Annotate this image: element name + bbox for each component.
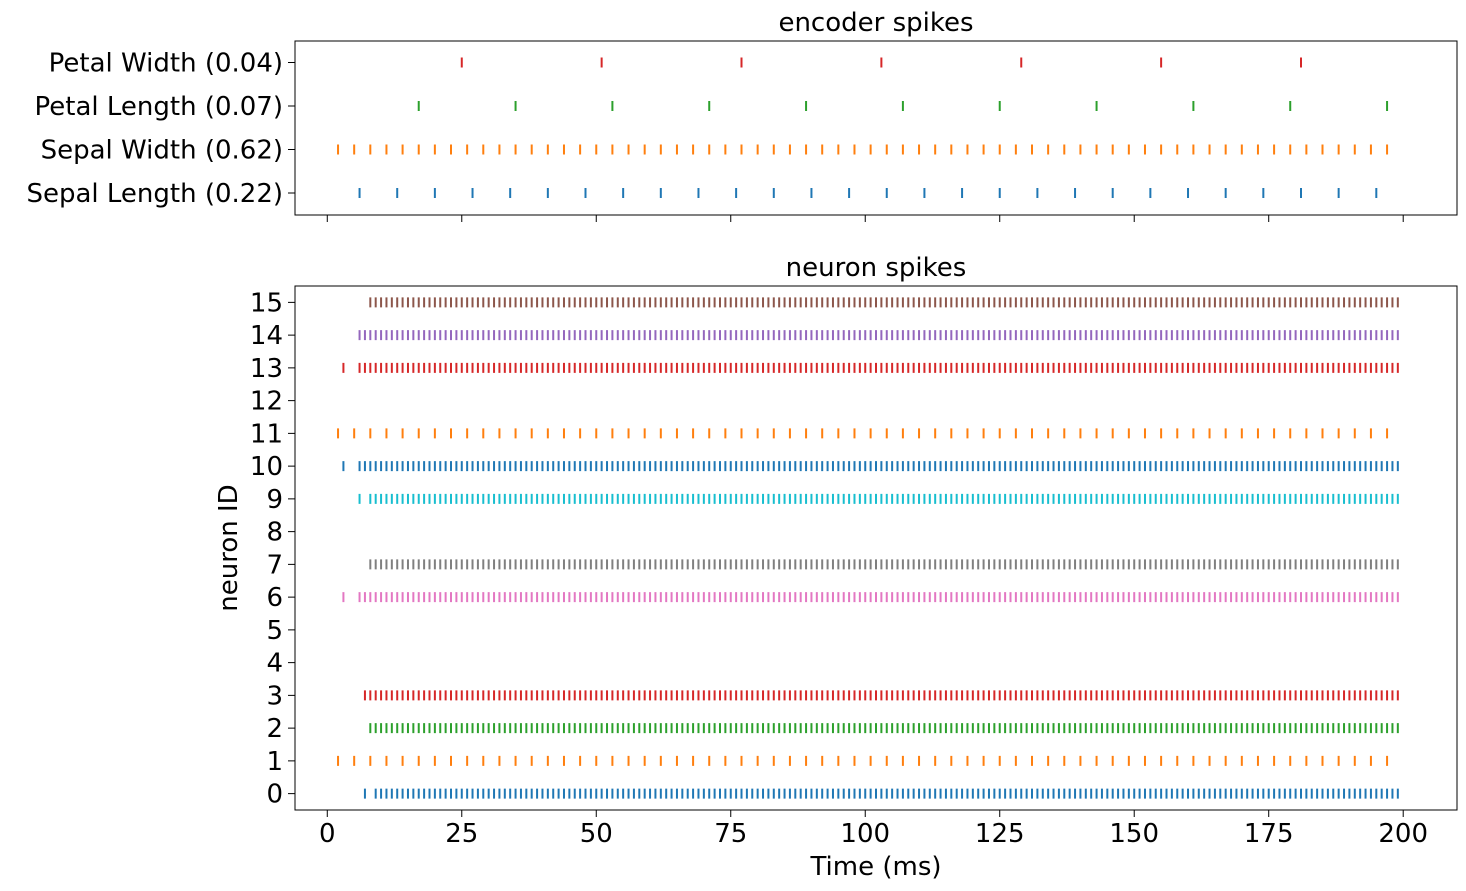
encoder-plot-frame	[294, 40, 1458, 216]
neuron-x-tick-label: 50	[580, 819, 613, 849]
neuron-x-tick-label: 200	[1378, 819, 1428, 849]
neuron-y-tick-label: 3	[266, 681, 283, 711]
neuron-spike-train	[342, 592, 1399, 603]
neuron-y-tick-label: 1	[266, 747, 283, 777]
neuron-y-tick-label: 9	[266, 485, 283, 515]
encoder-row-label: Sepal Length (0.22)	[26, 179, 283, 209]
neuron-x-tick-label: 100	[840, 819, 890, 849]
neuron-spike-train	[337, 755, 1389, 766]
neuron-x-tick-label: 25	[445, 819, 478, 849]
neuron-x-tick-label: 75	[714, 819, 747, 849]
encoder-spike-train	[460, 57, 1302, 68]
neuron-y-tick-label: 2	[266, 714, 283, 744]
neuron-x-axis: 0 25 50 75 100 125 150 175 200	[319, 810, 1428, 849]
x-axis-label: Time (ms)	[809, 852, 941, 882]
neuron-spike-train	[342, 362, 1399, 373]
neuron-x-tick-label: 150	[1109, 819, 1159, 849]
y-axis-label: neuron ID	[214, 484, 244, 611]
neuron-spike-train	[342, 461, 1399, 472]
neuron-spike-train	[337, 428, 1389, 439]
neuron-spike-marks	[337, 297, 1399, 799]
neuron-spike-train	[363, 690, 1399, 701]
neuron-spike-train	[369, 297, 1399, 308]
encoder-x-axis	[326, 215, 1404, 222]
encoder-row-label: Petal Length (0.07)	[35, 92, 284, 122]
encoder-row-label: Petal Width (0.04)	[49, 49, 283, 79]
encoder-title: encoder spikes	[778, 8, 973, 38]
neuron-y-tick-label: 15	[250, 288, 283, 318]
encoder-spike-train	[337, 144, 1389, 155]
neuron-spike-train	[358, 493, 1399, 504]
encoder-spike-train	[358, 188, 1378, 198]
neuron-y-tick-label: 14	[250, 321, 283, 351]
neuron-y-tick-label: 13	[250, 354, 283, 384]
neuron-y-tick-label: 12	[250, 387, 283, 417]
neuron-y-tick-label: 8	[266, 518, 283, 548]
neuron-spike-train	[369, 559, 1399, 570]
neuron-y-tick-label: 7	[266, 550, 283, 580]
neuron-spike-train	[369, 723, 1399, 734]
neuron-x-tick-label: 0	[319, 819, 336, 849]
encoder-row-label: Sepal Width (0.62)	[41, 136, 283, 166]
encoder-y-axis: Sepal Length (0.22) Sepal Width (0.62) Pet…	[26, 49, 295, 209]
neuron-y-tick-label: 6	[266, 583, 283, 613]
neuron-spike-train	[358, 330, 1399, 341]
neuron-title: neuron spikes	[786, 253, 967, 283]
neuron-y-tick-label: 10	[250, 452, 283, 482]
neuron-y-tick-label: 11	[250, 419, 283, 449]
encoder-spikes-panel: encoder spikes Sepal Length (0.22)Sepal …	[26, 8, 1458, 222]
neuron-y-tick-label: 5	[266, 616, 283, 646]
neuron-spike-train	[363, 788, 1399, 799]
neuron-y-tick-label: 0	[266, 780, 283, 810]
encoder-spike-train	[417, 101, 1389, 111]
encoder-spike-marks	[337, 57, 1389, 198]
neuron-x-tick-label: 125	[975, 819, 1025, 849]
neuron-plot-frame	[294, 285, 1458, 811]
neuron-x-tick-label: 175	[1244, 819, 1294, 849]
neuron-y-tick-label: 4	[266, 649, 283, 679]
